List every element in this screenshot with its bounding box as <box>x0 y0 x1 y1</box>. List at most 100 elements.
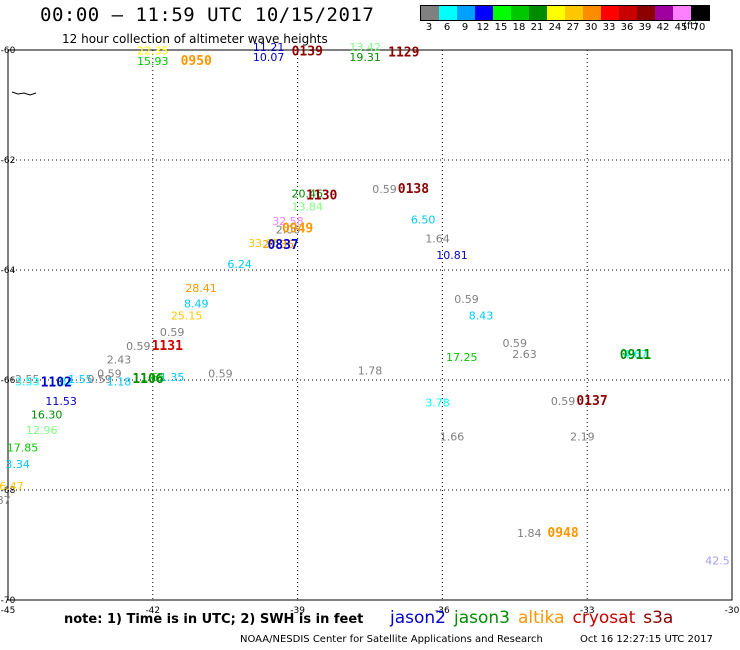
chart-title: 00:00 – 11:59 UTC 10/15/2017 <box>40 4 375 26</box>
wave-height-point: 19.31 <box>349 51 381 64</box>
wave-height-point: 2.06 <box>276 224 301 237</box>
wave-height-point: 1.87 <box>0 494 11 507</box>
color-scale-label: 36 <box>620 22 634 33</box>
color-scale-label: 6 <box>443 22 451 33</box>
color-scale-swatches <box>420 5 710 21</box>
color-scale-swatch <box>583 6 601 20</box>
wave-height-point: 13.42 <box>349 41 381 54</box>
wave-height-point: 33.95 <box>248 237 280 250</box>
wave-height-point: 4.67 <box>623 348 648 361</box>
wave-height-point: 42.5 <box>705 554 730 567</box>
wave-height-point: 11.21 <box>253 41 285 54</box>
pass-time-label: 0138 <box>398 182 429 197</box>
color-scale-unit: (ft) <box>683 21 699 32</box>
wave-height-point: 8.49 <box>184 297 209 310</box>
y-tick-label: -64 <box>1 266 16 276</box>
wave-height-point: 1.18 <box>107 376 132 389</box>
wave-height-point: 0.59 <box>87 373 112 386</box>
color-scale-swatch <box>475 6 493 20</box>
pass-time-label: 1131 <box>152 339 183 354</box>
pass-time-label: 0911 <box>620 348 651 363</box>
pass-time-label: 1102 <box>41 376 72 391</box>
wave-height-point: 1.35 <box>160 371 185 384</box>
wave-height-point: 26.47 <box>0 480 24 493</box>
color-scale-labels: 3 6 9 12 15 18 21 24 27 30 33 36 39 42 45 70 <box>420 21 710 35</box>
coastline <box>11 91 37 96</box>
footer-credit: NOAA/NESDIS Center for Satellite Applica… <box>240 634 543 645</box>
x-tick-label: -36 <box>435 606 450 616</box>
color-scale-label: 12 <box>476 22 490 33</box>
color-scale-label: 24 <box>548 22 562 33</box>
wave-height-point: 13.84 <box>292 201 324 214</box>
wave-height-point: 27.36 <box>263 238 295 251</box>
wave-height-point: 16.30 <box>31 409 63 422</box>
color-scale-label: 21 <box>530 22 544 33</box>
wave-height-point: 6.50 <box>411 213 436 226</box>
wave-height-point: 0.59 <box>126 340 151 353</box>
y-tick-label: -62 <box>1 156 16 166</box>
y-tick-label: -68 <box>1 486 16 496</box>
pass-time-label: 1129 <box>388 46 419 61</box>
color-scale-swatch <box>511 6 529 20</box>
wave-height-point: 0.59 <box>160 326 185 339</box>
footer-note: note: 1) Time is in UTC; 2) SWH is in fe… <box>64 612 364 627</box>
wave-height-point: 1.64 <box>425 233 450 246</box>
wave-height-point: 10.81 <box>436 249 468 262</box>
satellite-legend-item: altika <box>518 608 565 628</box>
wave-height-point: 11.53 <box>45 395 77 408</box>
color-scale-label: 15 <box>494 22 508 33</box>
satellite-legend-item: jason2 <box>390 608 446 628</box>
wave-height-point: 32.58 <box>272 215 304 228</box>
y-tick-label: -60 <box>1 46 16 56</box>
pass-time-label: 0949 <box>282 222 313 237</box>
color-scale-label: 27 <box>566 22 580 33</box>
wave-height-point: 25.15 <box>171 310 203 323</box>
pass-time-label: 0837 <box>267 238 298 253</box>
wave-height-point: 0.59 <box>551 395 576 408</box>
wave-height-point: 1.78 <box>358 365 383 378</box>
wave-height-point: 15.93 <box>137 55 169 68</box>
color-scale-legend: 3 6 9 12 15 18 21 24 27 30 33 36 39 42 45 70 (ft) <box>420 5 710 35</box>
wave-height-point: 3.53 <box>15 376 40 389</box>
pass-time-label: 0950 <box>181 54 212 69</box>
color-scale-swatch <box>529 6 547 20</box>
color-scale-label: 42 <box>656 22 670 33</box>
y-tick-label: -66 <box>1 376 16 386</box>
wave-height-point: 12.96 <box>26 424 58 437</box>
x-tick-label: -45 <box>1 606 16 616</box>
wave-height-point: 6.24 <box>227 258 252 271</box>
color-scale-label: 3 <box>425 22 433 33</box>
x-tick-label: -33 <box>580 606 595 616</box>
wave-height-point: 22.35 <box>137 44 169 57</box>
color-scale-swatch <box>637 6 655 20</box>
x-tick-label: -39 <box>290 606 305 616</box>
wave-height-point: 1.65 <box>141 371 166 384</box>
x-tick-label: -30 <box>725 606 740 616</box>
color-scale-swatch <box>493 6 511 20</box>
wave-height-point: 2.43 <box>107 354 132 367</box>
color-scale-label: 9 <box>461 22 469 33</box>
satellite-legend: jason2 jason3 altika cryosat s3a <box>390 608 681 628</box>
color-scale-swatch <box>439 6 457 20</box>
color-scale-swatch <box>691 6 709 20</box>
wave-height-point: 17.85 <box>7 442 39 455</box>
wave-height-point: 2.19 <box>570 431 595 444</box>
wave-height-point: 20.46 <box>292 187 324 200</box>
satellite-legend-item: s3a <box>643 608 674 628</box>
chart-subtitle: 12 hour collection of altimeter wave hei… <box>62 32 328 46</box>
wave-height-point: 1.55 <box>68 373 93 386</box>
pass-time-label: 0948 <box>547 526 578 541</box>
color-scale-swatch <box>457 6 475 20</box>
footer-generated-date: Oct 16 12:27:15 UTC 2017 <box>580 634 713 645</box>
wave-height-point: 10.07 <box>253 51 285 64</box>
wave-height-point: 0.59 <box>454 293 479 306</box>
color-scale-swatch <box>421 6 439 20</box>
pass-time-label: 1130 <box>306 189 337 204</box>
wave-height-point: 1.66 <box>440 431 465 444</box>
y-tick-label: -70 <box>1 596 16 606</box>
color-scale-swatch <box>547 6 565 20</box>
x-tick-label: -42 <box>145 606 160 616</box>
wave-height-point: 0.59 <box>97 367 122 380</box>
color-scale-label: 45 <box>674 22 688 33</box>
